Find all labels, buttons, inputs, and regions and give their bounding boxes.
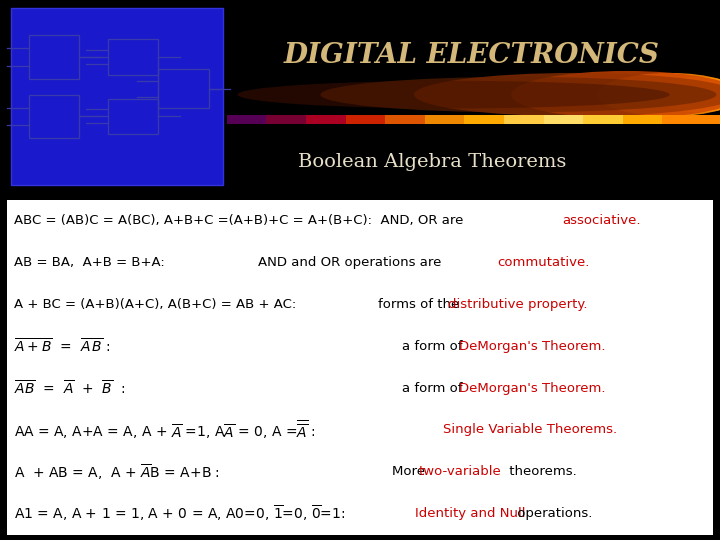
Bar <box>464 116 504 124</box>
Bar <box>108 98 158 134</box>
Ellipse shape <box>655 77 720 112</box>
Bar <box>425 116 464 124</box>
Ellipse shape <box>511 71 720 118</box>
Text: AB = BA,  A+B = B+A:: AB = BA, A+B = B+A: <box>14 256 165 269</box>
Text: ABC = (AB)C = A(BC), A+B+C =(A+B)+C = A+(B+C):  AND, OR are: ABC = (AB)C = A(BC), A+B+C =(A+B)+C = A+… <box>14 214 468 227</box>
Text: associative.: associative. <box>562 214 641 227</box>
Bar <box>346 116 385 124</box>
Bar <box>227 116 266 124</box>
Bar <box>29 36 79 79</box>
Bar <box>504 116 544 124</box>
Ellipse shape <box>598 73 720 116</box>
Bar <box>266 116 306 124</box>
Text: commutative.: commutative. <box>498 256 590 269</box>
Text: DIGITAL ELECTRONICS: DIGITAL ELECTRONICS <box>284 42 660 69</box>
Text: $\overline{AB}$  =  $\overline{A}$  +  $\overline{B}$  :: $\overline{AB}$ = $\overline{A}$ + $\ove… <box>14 379 125 397</box>
Bar <box>108 39 158 75</box>
Text: a form of: a form of <box>402 340 467 353</box>
Text: DeMorgan's Theorem.: DeMorgan's Theorem. <box>459 382 606 395</box>
Text: DeMorgan's Theorem.: DeMorgan's Theorem. <box>459 340 606 353</box>
Text: a form of: a form of <box>402 382 467 395</box>
Bar <box>11 8 223 185</box>
Bar <box>158 69 209 109</box>
Ellipse shape <box>320 77 716 112</box>
Bar <box>306 116 346 124</box>
Ellipse shape <box>414 73 720 116</box>
Text: distributive property.: distributive property. <box>448 298 588 311</box>
Bar <box>29 94 79 138</box>
Text: More: More <box>392 465 429 478</box>
Text: A + BC = (A+B)(A+C), A(B+C) = AB + AC:: A + BC = (A+B)(A+C), A(B+C) = AB + AC: <box>14 298 297 311</box>
Text: Boolean Algebra Theorems: Boolean Algebra Theorems <box>298 153 566 171</box>
Text: AND and OR operations are: AND and OR operations are <box>258 256 445 269</box>
Text: AA = A, A+A = A, A + $\overline{A}$ =1, A$\overline{A}$ = 0, A =$\overline{\over: AA = A, A+A = A, A + $\overline{A}$ =1, … <box>14 418 316 441</box>
Text: A  + AB = A,  A + $\overline{A}$B = A+B :: A + AB = A, A + $\overline{A}$B = A+B : <box>14 462 220 482</box>
Text: two-variable: two-variable <box>418 465 501 478</box>
Bar <box>662 116 720 124</box>
Bar <box>583 116 623 124</box>
Bar <box>623 116 662 124</box>
Text: forms of the: forms of the <box>377 298 463 311</box>
Text: operations.: operations. <box>513 507 593 520</box>
Bar <box>544 116 583 124</box>
Ellipse shape <box>238 81 670 109</box>
Text: $\overline{A + B}$  =  $\overline{A}\,\overline{B}$ :: $\overline{A + B}$ = $\overline{A}\,\ove… <box>14 337 111 355</box>
Text: Single Variable Theorems.: Single Variable Theorems. <box>444 423 617 436</box>
Text: Identity and Null: Identity and Null <box>415 507 526 520</box>
Text: theorems.: theorems. <box>505 465 577 478</box>
Text: A1 = A, A + 1 = 1, A + 0 = A, A0=0, $\overline{1}$=0, $\overline{0}$=1:: A1 = A, A + 1 = 1, A + 0 = A, A0=0, $\ov… <box>14 504 346 523</box>
Bar <box>385 116 425 124</box>
